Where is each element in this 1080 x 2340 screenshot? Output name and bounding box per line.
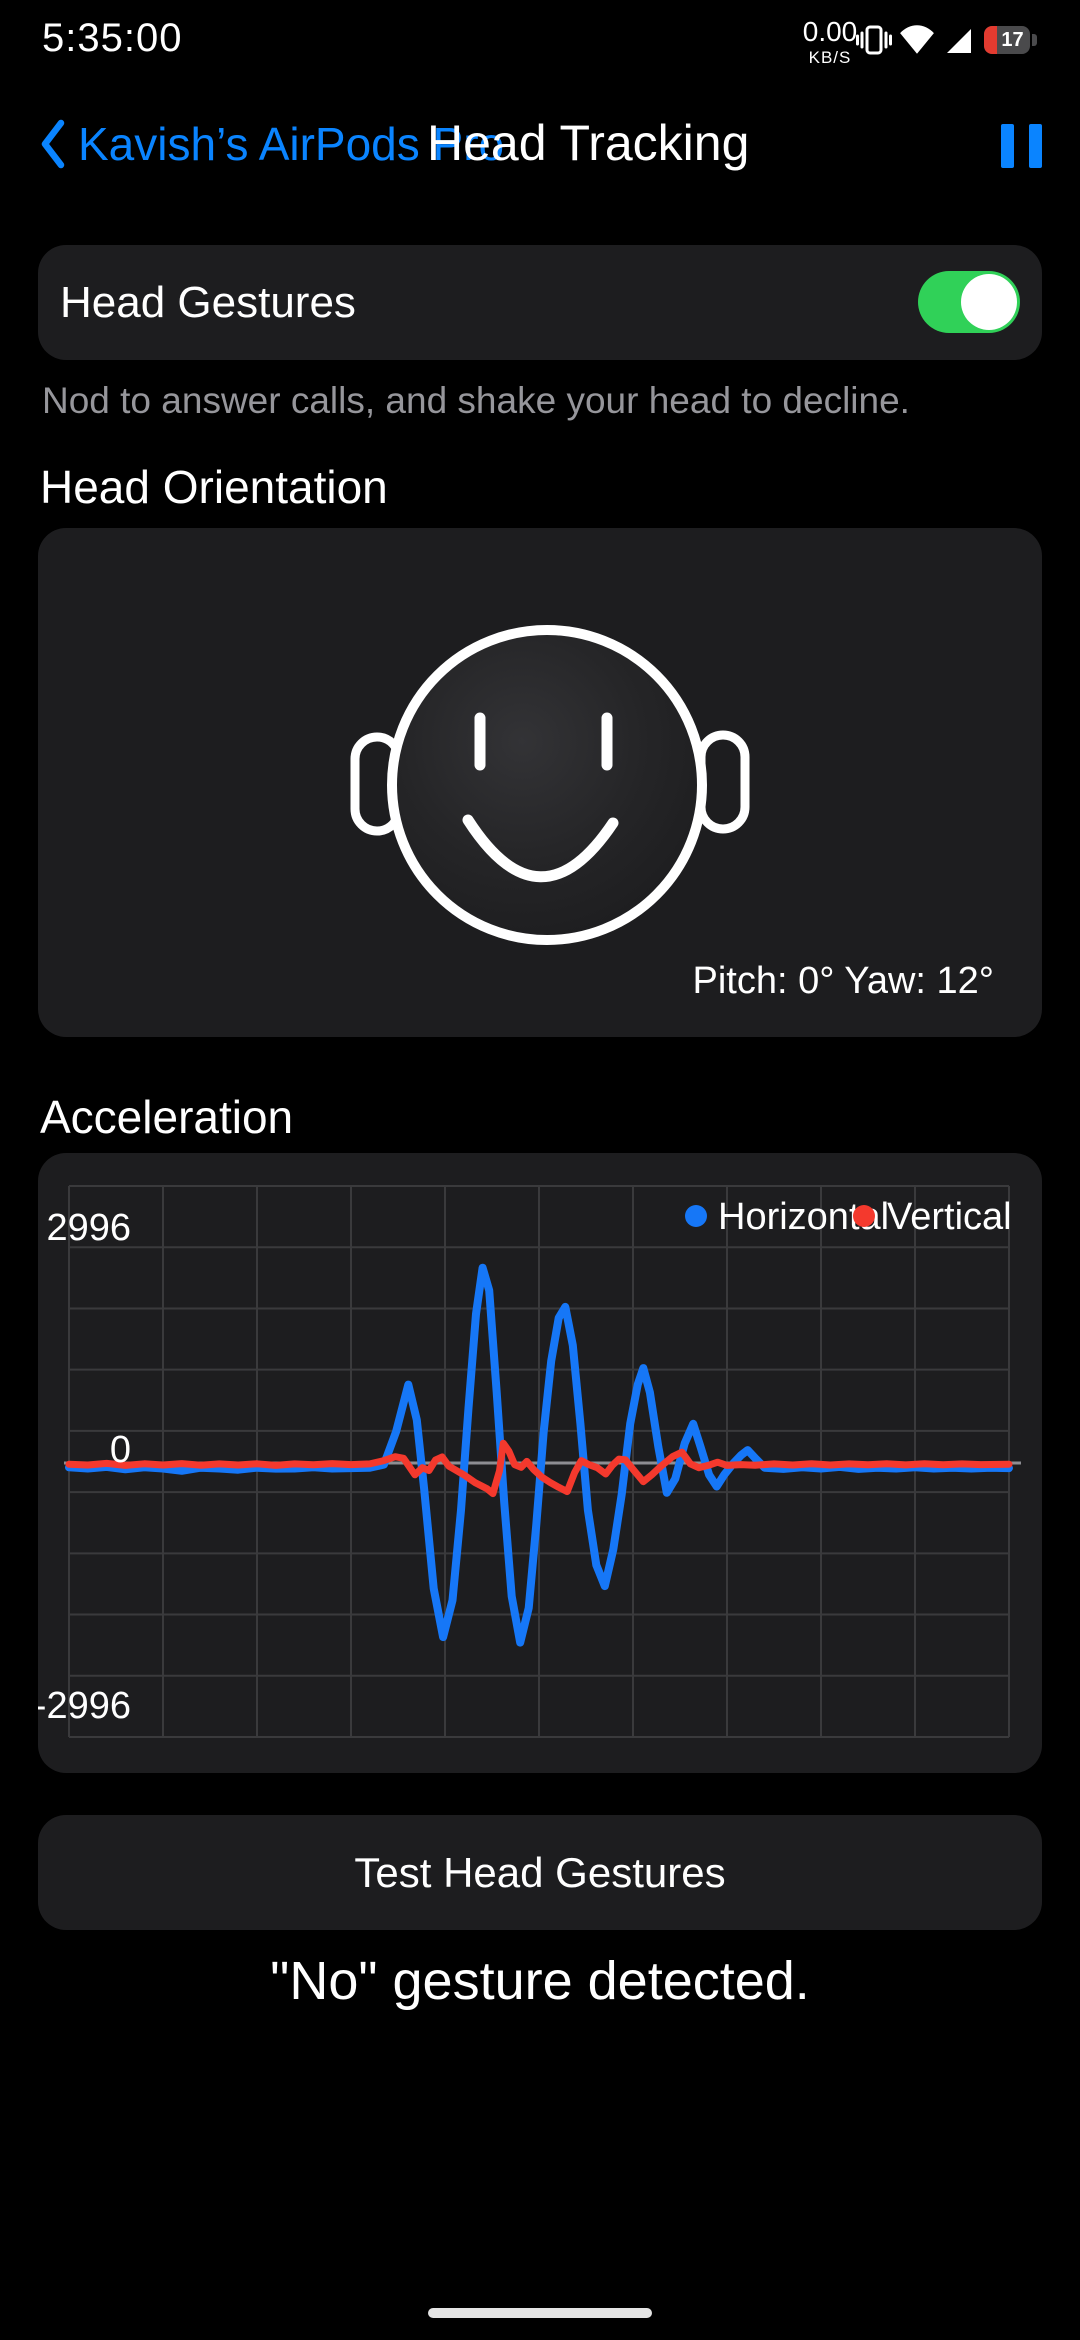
- back-button-label: Kavish’s AirPods Pro: [78, 118, 505, 170]
- legend-dot-horizontal: [685, 1205, 707, 1227]
- head-orientation-card: Pitch: 0° Yaw: 12°: [38, 528, 1042, 1037]
- gesture-result-text: "No" gesture detected.: [270, 1951, 810, 2011]
- pause-icon: [1029, 124, 1042, 168]
- battery-level-fill: [984, 26, 997, 54]
- y-axis-label-max: 2996: [46, 1207, 131, 1249]
- wifi-icon: [900, 25, 934, 54]
- face-circle: [387, 625, 707, 945]
- test-head-gestures-button[interactable]: Test Head Gestures: [38, 1815, 1042, 1930]
- head-gestures-card: Head Gestures: [38, 245, 1042, 360]
- toggle-knob: [961, 274, 1017, 330]
- y-axis-label-zero: 0: [110, 1429, 131, 1471]
- acceleration-chart: 2996 0 -2996 Horizontal Vertical: [38, 1185, 1021, 1738]
- legend-dot-vertical: [853, 1205, 875, 1227]
- chart-series: [65, 1263, 1013, 1647]
- back-button[interactable]: Kavish’s AirPods Pro: [40, 112, 504, 176]
- legend-label-vertical: Vertical: [887, 1196, 1012, 1238]
- cellular-signal-icon: [947, 29, 971, 53]
- right-earbud-icon: [696, 730, 750, 834]
- head-gestures-caption: Nod to answer calls, and shake your head…: [42, 380, 910, 421]
- pause-button[interactable]: [1001, 124, 1042, 168]
- y-axis-label-min: -2996: [38, 1685, 131, 1727]
- battery-icon-nub: [1032, 34, 1037, 46]
- pause-icon: [1001, 124, 1014, 168]
- battery-icon: 17: [984, 26, 1030, 54]
- smiley-face-with-earbuds-icon: [350, 625, 750, 945]
- network-speed-unit: KB/S: [808, 48, 852, 67]
- battery-percent: 17: [1001, 29, 1024, 51]
- section-title-acceleration: Acceleration: [40, 1091, 294, 1143]
- network-speed-value: 0.00: [802, 16, 858, 47]
- status-clock: 5:35:00: [42, 16, 183, 60]
- section-title-head-orientation: Head Orientation: [40, 461, 388, 513]
- page-title: Head Tracking: [427, 115, 750, 171]
- home-indicator-bar[interactable]: [428, 2308, 652, 2318]
- smile: [462, 814, 619, 883]
- pitch-yaw-readout: Pitch: 0° Yaw: 12°: [692, 960, 994, 1002]
- chevron-left-icon: [41, 119, 65, 169]
- head-gestures-label: Head Gestures: [60, 278, 356, 327]
- vibrate-icon: [856, 25, 892, 55]
- acceleration-chart-card: 2996 0 -2996 Horizontal Vertical: [38, 1153, 1042, 1773]
- network-speed-indicator: 0.00 KB/S: [792, 16, 868, 67]
- chart-legend: Horizontal Vertical: [685, 1196, 1012, 1238]
- test-head-gestures-label: Test Head Gestures: [354, 1849, 726, 1896]
- head-gestures-toggle[interactable]: [918, 271, 1020, 333]
